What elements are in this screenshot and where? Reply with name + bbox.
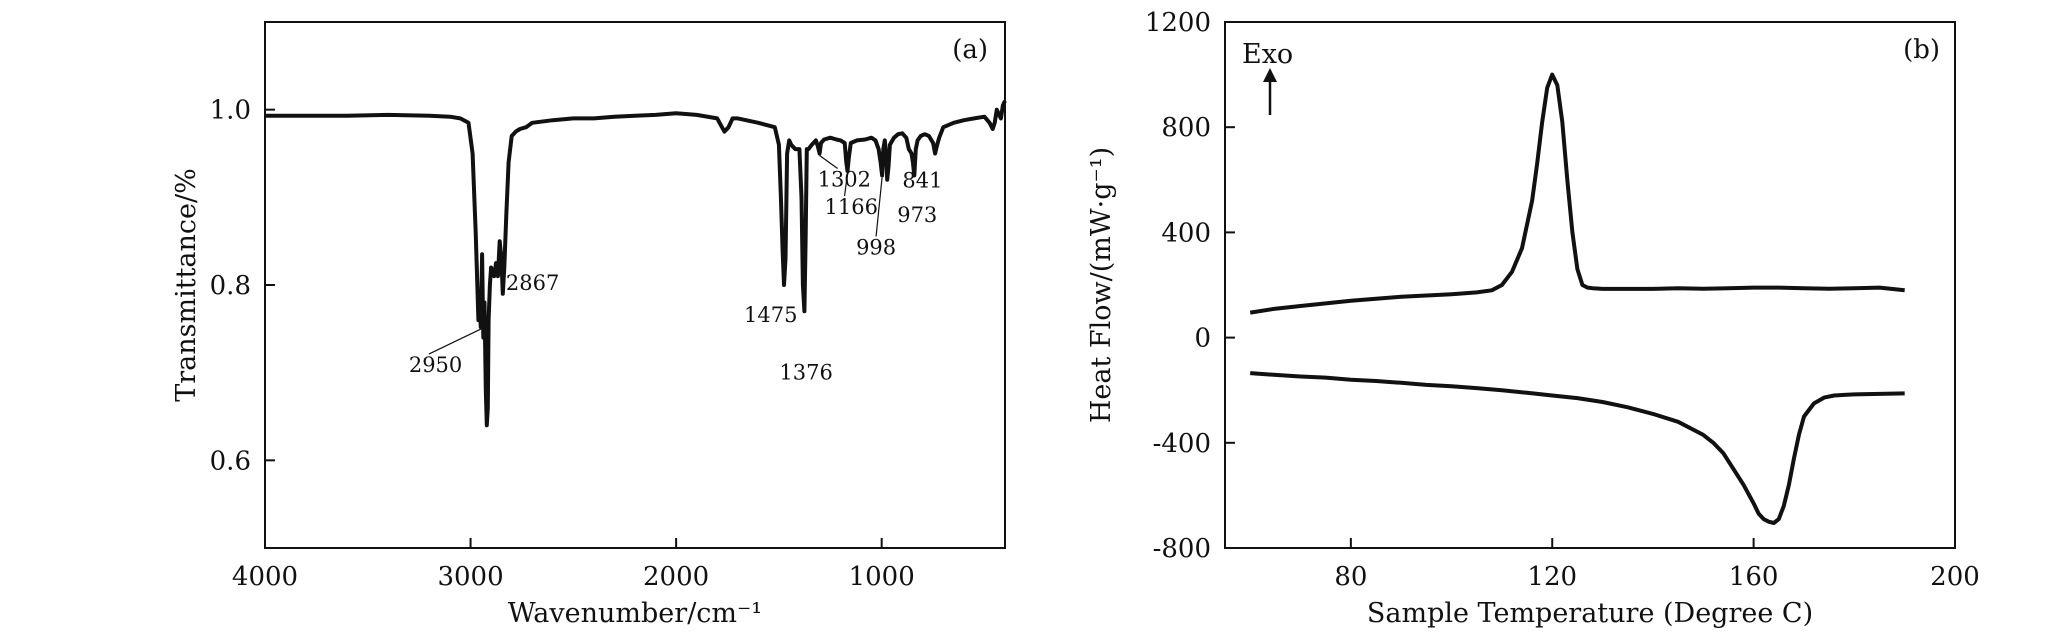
exo-arrow-icon (1263, 68, 1277, 115)
panel-b-x-tick-label: 160 (1729, 562, 1779, 592)
panel-a-x-tick-label: 3000 (437, 562, 503, 592)
panel-b-series-cooling-exotherm-line (1249, 72, 1905, 315)
panel-a-peak-label: 973 (897, 203, 937, 227)
panel-a-series-transmittance-line (265, 100, 1007, 428)
panel-a-tag: (a) (952, 35, 988, 65)
panel-a-annotation-leader (819, 155, 838, 169)
panel-b-y-axis-title: Heat Flow/(mW·g⁻¹) (1086, 147, 1117, 423)
panel-b-x-tick-label: 200 (1930, 562, 1980, 592)
panel-b-y-axis: -800 -400 0 400 800 1200 (1145, 8, 1235, 564)
panel-a-x-axis: 4000 3000 2000 1000 (232, 538, 915, 592)
panel-a-peak-label: 1302 (818, 168, 871, 192)
panel-a-annotation-leader (875, 177, 883, 237)
panel-a-peak-label: 1376 (779, 360, 832, 384)
panel-a-x-axis-title: Wavenumber/cm⁻¹ (508, 598, 762, 629)
panel-a-x-tick-label: 2000 (643, 562, 709, 592)
panel-a-peak-label: 1166 (825, 195, 878, 219)
panel-b-x-tick-label: 80 (1334, 562, 1367, 592)
panel-a-annotation-leader (843, 172, 849, 197)
panel-a-x-tick-label: 1000 (849, 562, 915, 592)
panel-a-ftir-chart: 4000 3000 2000 1000 0.6 0.8 1.0 2950 2867 1475 1… (171, 21, 1007, 629)
exo-label: Exo (1242, 39, 1293, 70)
panel-a-y-axis-title: Transmittance/% (171, 168, 202, 402)
panel-a-y-tick-label: 1.0 (210, 96, 251, 126)
panel-b-tag: (b) (1903, 35, 1940, 65)
panel-a-peak-label: 2867 (506, 271, 559, 295)
panel-b-y-tick-label: -800 (1153, 534, 1211, 564)
panel-b-series-heating-endotherm-line (1250, 371, 1905, 525)
panel-a-peak-label: 2950 (409, 353, 462, 377)
panel-a-peak-label: 998 (856, 235, 896, 259)
panel-a-plot-frame (264, 21, 1006, 549)
panel-b-y-tick-label: 1200 (1145, 8, 1211, 38)
panel-b-x-tick-label: 120 (1527, 562, 1577, 592)
panel-b-plot-frame (1224, 21, 1956, 549)
panel-a-y-axis: 0.6 0.8 1.0 (210, 96, 275, 476)
panel-b-y-tick-label: 400 (1161, 218, 1211, 248)
panel-a-peak-label: 841 (902, 168, 942, 192)
panel-b-x-axis: 80 120 160 200 (1334, 538, 1980, 592)
panel-b-y-tick-label: 800 (1161, 113, 1211, 143)
panel-a-annotation-leader (428, 328, 482, 355)
panel-b-y-tick-label: 0 (1194, 324, 1211, 354)
panel-b-x-axis-title: Sample Temperature (Degree C) (1367, 598, 1813, 629)
panel-b-y-tick-label: -400 (1153, 429, 1211, 459)
panel-a-y-tick-label: 0.8 (210, 271, 251, 301)
panel-a-x-tick-label: 4000 (232, 562, 298, 592)
panel-a-peak-label: 1475 (744, 303, 797, 327)
panel-a-y-tick-label: 0.6 (210, 446, 251, 476)
